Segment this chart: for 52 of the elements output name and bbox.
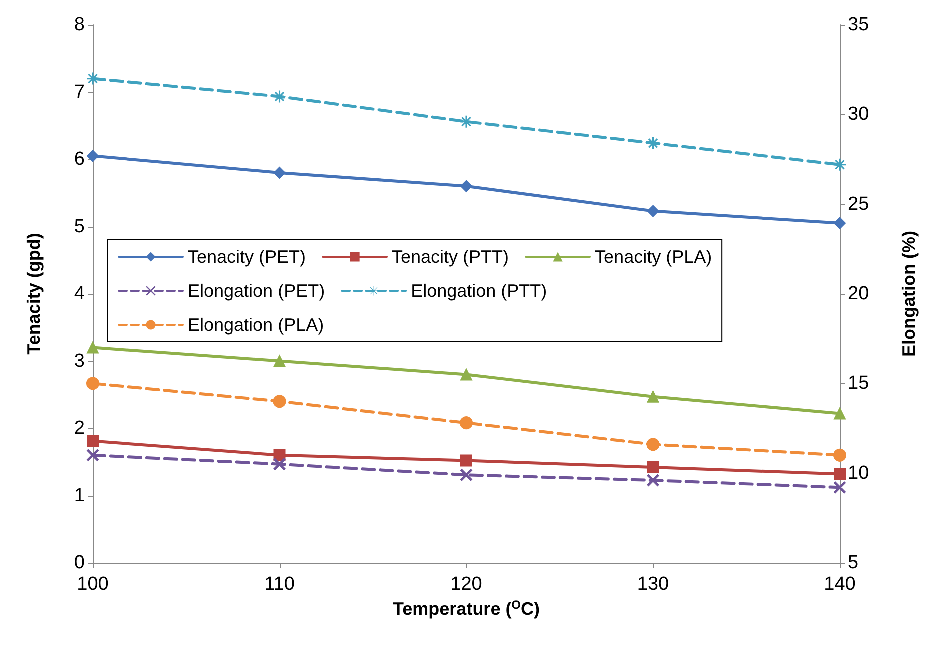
y-tick-label: 8: [74, 14, 85, 36]
point: [834, 158, 846, 171]
y2-tick-label: 10: [848, 462, 870, 484]
legend-label: Elongation (PET): [188, 281, 326, 301]
y-tick-label: 3: [74, 350, 85, 372]
point: [274, 166, 286, 179]
point: [274, 90, 286, 103]
legend-label: Tenacity (PTT): [392, 247, 510, 267]
y2-tick-label: 30: [848, 104, 870, 126]
x-tick-label: 110: [264, 574, 295, 595]
point: [647, 462, 660, 474]
point: [834, 217, 846, 230]
point: [834, 448, 846, 462]
y-tick-label: 7: [74, 82, 85, 103]
point: [87, 150, 99, 162]
legend-label: Tenacity (PLA): [595, 247, 712, 267]
y2-tick-label: 20: [848, 284, 870, 304]
point: [460, 180, 472, 192]
point: [460, 454, 472, 467]
y2-tick-label: 25: [848, 194, 870, 215]
y-axis-title: Tenacity (gpd): [24, 233, 44, 355]
y-tick-label: 1: [74, 485, 85, 506]
point: [647, 205, 660, 218]
point: [87, 435, 99, 448]
x-tick-label: 140: [824, 574, 856, 595]
x-tick-label: 120: [450, 574, 482, 595]
y-tick-label: 2: [74, 418, 85, 439]
y2-tick-label: 5: [848, 552, 859, 574]
y-tick-label: 5: [74, 216, 85, 238]
legend-label: Elongation (PTT): [411, 281, 548, 301]
point: [273, 395, 286, 408]
point: [647, 390, 660, 403]
x-tick-label: 100: [77, 574, 109, 595]
point: [460, 116, 472, 128]
point: [460, 416, 473, 430]
x-tick-label: 130: [637, 574, 670, 595]
legend-label: Tenacity (PET): [188, 247, 306, 267]
point: [274, 355, 286, 368]
point: [87, 72, 99, 85]
point: [834, 408, 846, 420]
point: [834, 468, 846, 480]
y2-axis-title: Elongation (%): [899, 231, 919, 357]
y-tick-label: 0: [74, 552, 85, 574]
point: [86, 377, 100, 390]
legend-label: Elongation (PLA): [188, 315, 324, 335]
point: [646, 438, 660, 452]
point: [87, 342, 99, 354]
y2-tick-label: 35: [848, 14, 870, 36]
point: [460, 368, 472, 381]
y-tick-label: 4: [74, 284, 86, 304]
y2-tick-label: 15: [848, 373, 870, 394]
y-tick-label: 6: [74, 149, 85, 170]
